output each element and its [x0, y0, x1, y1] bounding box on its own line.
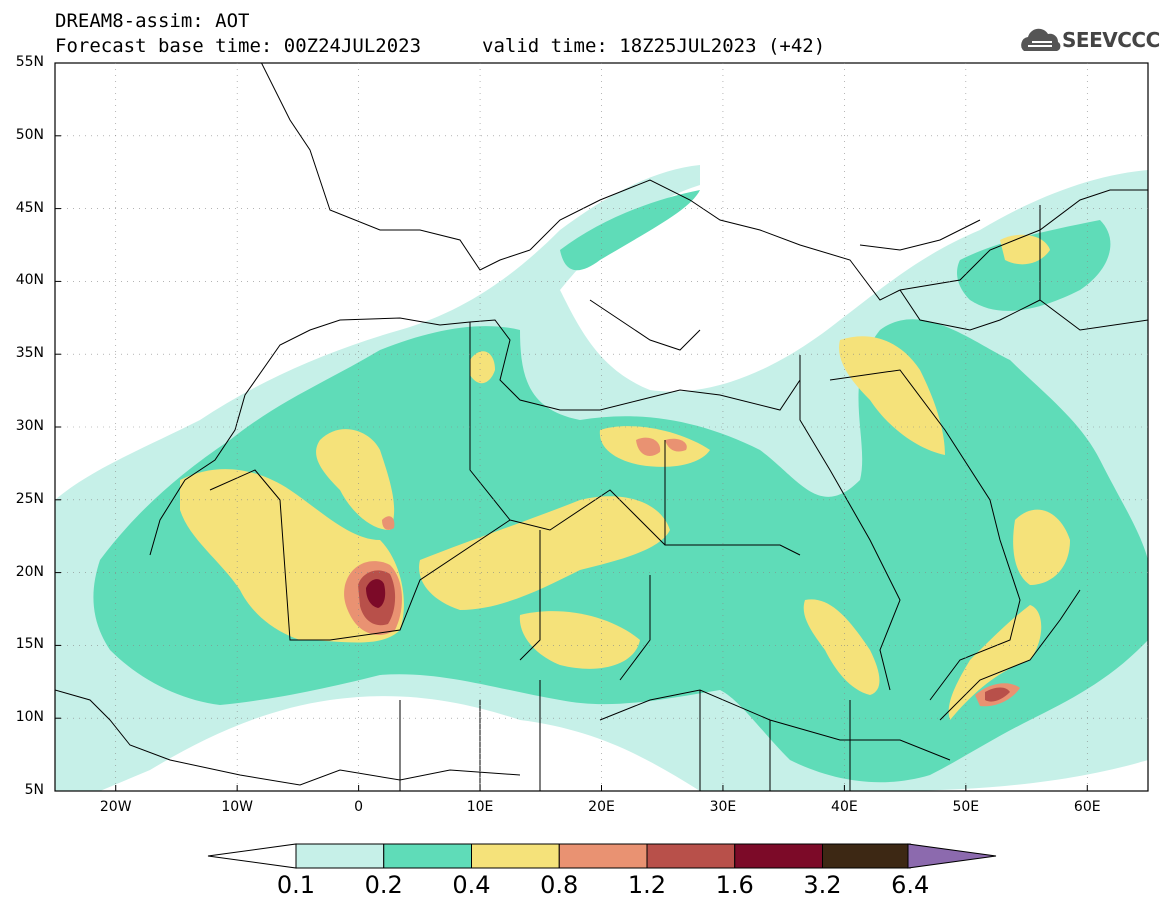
colorbar-level-label: 0.2 — [364, 871, 403, 899]
country-borders — [55, 63, 1148, 791]
colorbar-level-label: 0.4 — [452, 871, 491, 899]
lat-label: 30N — [15, 418, 44, 434]
lat-label: 50N — [15, 126, 44, 143]
lat-label: 55N — [15, 54, 44, 70]
lat-label: 40N — [15, 272, 44, 289]
lat-label: 5N — [24, 782, 44, 798]
colorbar-swatch — [295, 843, 385, 869]
logo-text: SEEVCCC — [1062, 28, 1160, 52]
lat-label: 20N — [15, 563, 44, 580]
colorbar-over-arrow — [907, 843, 997, 869]
lat-label: 10N — [15, 709, 44, 726]
lon-label: 20E — [588, 799, 615, 815]
graticule — [55, 63, 1148, 791]
colorbar-level-label: 6.4 — [891, 871, 930, 899]
lon-label: 10E — [466, 799, 494, 815]
colorbar-swatch — [822, 843, 911, 869]
lat-label: 25N — [15, 490, 44, 507]
lat-label: 15N — [15, 636, 44, 653]
aot-level-1-6 — [366, 579, 386, 608]
colorbar-level-label: 3.2 — [803, 871, 842, 899]
colorbar-level-label: 0.1 — [276, 871, 316, 899]
colorbar-level-label: 0.8 — [540, 871, 579, 899]
map-title: DREAM8-assim: AOT — [55, 10, 250, 32]
cloud-logo-icon — [1021, 28, 1061, 51]
forecast-base-time: Forecast base time: 00Z24JUL2023 — [55, 35, 422, 57]
lon-label: 50E — [952, 799, 980, 815]
lon-label: 20W — [99, 799, 132, 815]
colorbar-level-label: 1.6 — [715, 871, 754, 899]
lon-label: 30E — [709, 799, 737, 815]
lon-label: 10W — [221, 799, 253, 815]
colorbar-swatch — [471, 843, 560, 869]
lat-label: 45N — [15, 199, 44, 216]
colorbar-swatch — [383, 843, 472, 869]
lat-label: 35N — [15, 345, 44, 362]
colorbar-swatch — [558, 843, 648, 869]
valid-time: valid time: 18Z25JUL2023 (+42) — [482, 35, 826, 57]
lon-label: 40E — [831, 799, 858, 815]
colorbar — [207, 843, 997, 869]
colorbar-swatch — [646, 843, 736, 869]
lon-label: 0 — [354, 799, 364, 815]
axis-ticks — [55, 62, 1088, 792]
colorbar-level-label: 1.2 — [627, 871, 667, 899]
colorbar-under-arrow — [207, 843, 297, 869]
colorbar-swatch — [734, 843, 823, 869]
lon-label: 60E — [1073, 799, 1101, 815]
